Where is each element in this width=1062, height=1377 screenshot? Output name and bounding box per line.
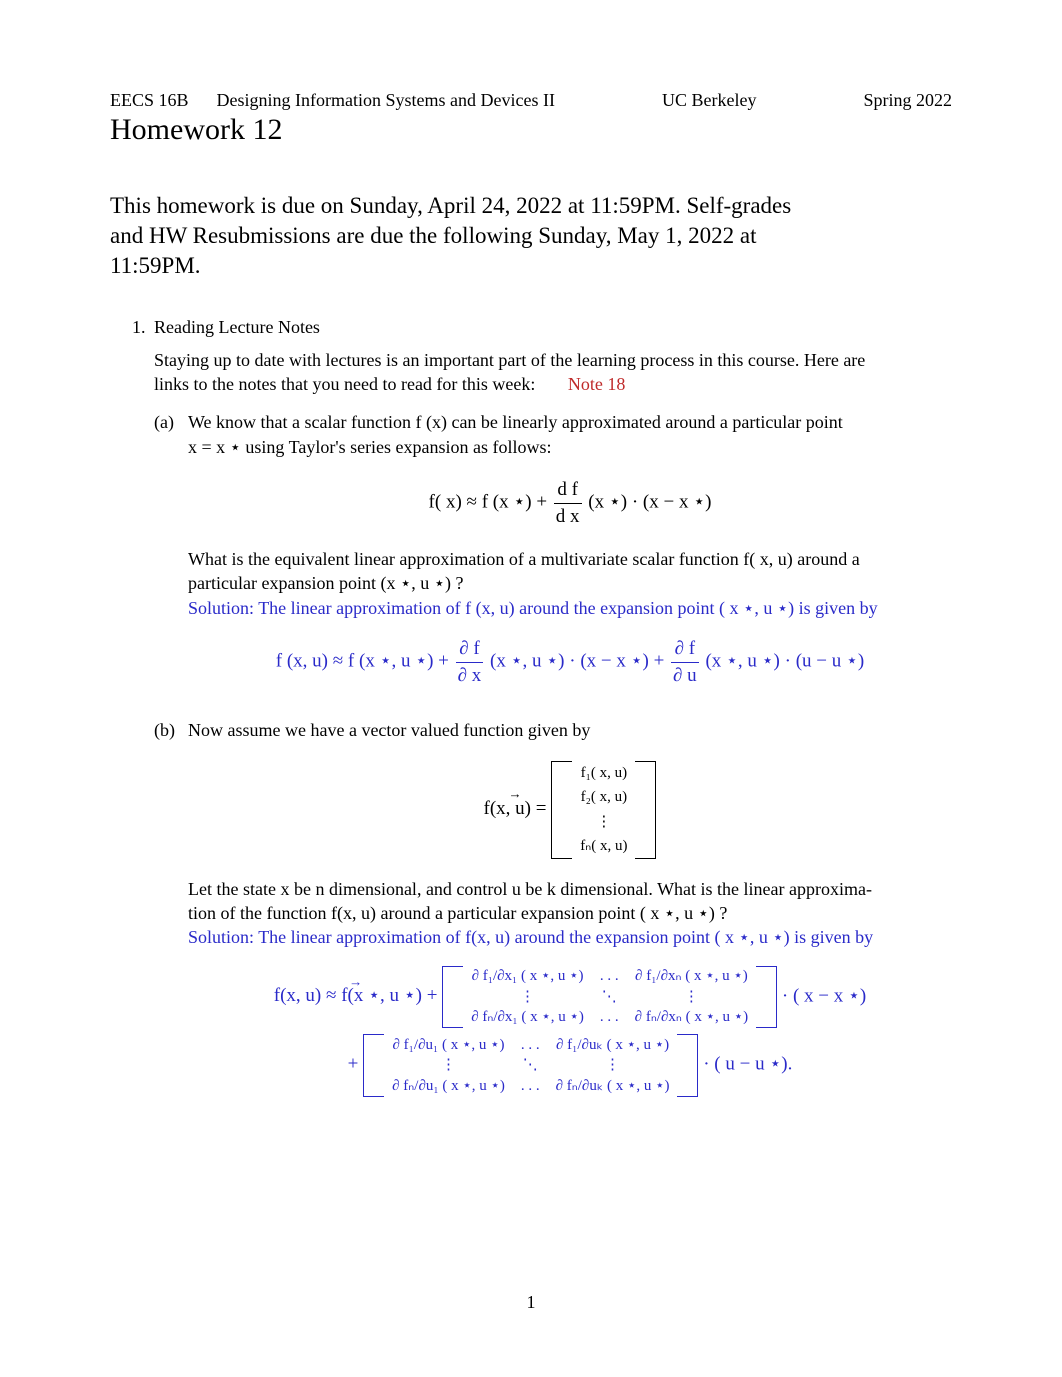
sol-eq-dx: ∂ f ∂ x	[456, 636, 484, 688]
jacx-mn: ⋮	[627, 987, 756, 1008]
sol-eq-du: ∂ f ∂ u	[671, 636, 699, 688]
sol-eq-head: f (x, u) ≈ f (x ⋆, u ⋆) +	[276, 651, 454, 672]
part-a-text1: We know that a scalar function f (x) can…	[188, 412, 843, 432]
sol-eq-mid1: (x ⋆, u ⋆) · (x − x ⋆) +	[490, 651, 669, 672]
jacu-md: ⋱	[513, 1055, 548, 1076]
term: Spring 2022	[863, 90, 952, 111]
part-a-text3: What is the equivalent linear approximat…	[188, 549, 860, 569]
note-link[interactable]: Note 18	[568, 374, 626, 394]
jacx-nd: . . .	[592, 1007, 627, 1028]
q1-intro-line2: links to the notes that you need to read…	[154, 374, 535, 394]
solb-plus: +	[348, 1054, 363, 1075]
solb-mid: · ( x − x ⋆)	[782, 985, 866, 1006]
eq1-den: d x	[554, 504, 582, 530]
eq1-frac: d f d x	[554, 477, 582, 529]
question-list: Reading Lecture Notes Staying up to date…	[110, 317, 952, 1097]
solb-lhs: f(x, u) ≈ f(x ⋆, u ⋆) +	[274, 986, 438, 1007]
jacx-md: ⋱	[592, 987, 627, 1008]
part-a-eq1: f( x) ≈ f (x ⋆) + d f d x (x ⋆) · (x − x…	[188, 477, 952, 529]
eq1-num: d f	[554, 477, 582, 504]
part-a-solution-eq: f (x, u) ≈ f (x ⋆, u ⋆) + ∂ f ∂ x (x ⋆, …	[188, 636, 952, 688]
q1-intro: Staying up to date with lectures is an i…	[154, 348, 952, 397]
page-header: EECS 16B Designing Information Systems a…	[110, 90, 952, 111]
sol-eq-dx-den: ∂ x	[456, 663, 484, 689]
jacu-n1: ∂ fₙ/∂u₁ ( x ⋆, u ⋆)	[384, 1076, 513, 1097]
sol-eq-du-num: ∂ f	[671, 636, 699, 663]
vec-row-3: ⋮	[572, 810, 635, 834]
sol-eq-du-den: ∂ u	[671, 663, 699, 689]
question-1: Reading Lecture Notes Staying up to date…	[150, 317, 952, 1097]
solb-tail: · ( u − u ⋆).	[703, 1054, 792, 1075]
part-b-text1: Now assume we have a vector valued funct…	[188, 720, 590, 740]
part-b-label: (b)	[154, 718, 175, 742]
homework-title: Homework 12	[110, 113, 952, 147]
subpart-list: (a) We know that a scalar function f (x)…	[154, 410, 952, 1096]
jacx-n1: ∂ fₙ/∂x₁ ( x ⋆, u ⋆)	[463, 1007, 592, 1028]
jacobian-x: ∂ f₁/∂x₁ ( x ⋆, u ⋆) . . . ∂ f₁/∂xₙ ( x …	[442, 966, 777, 1029]
jacu-nn: ∂ fₙ/∂uₖ ( x ⋆, u ⋆)	[548, 1076, 678, 1097]
header-left: EECS 16B Designing Information Systems a…	[110, 90, 555, 111]
vec-row-2: f₂( x, u)	[572, 785, 635, 809]
jacx-1n: ∂ f₁/∂xₙ ( x ⋆, u ⋆)	[627, 966, 756, 987]
part-a-text2: x = x ⋆ using Taylor's series expansion …	[188, 437, 552, 457]
jacobian-u: ∂ f₁/∂u₁ ( x ⋆, u ⋆) . . . ∂ f₁/∂uₖ ( x …	[363, 1034, 698, 1097]
course-title: Designing Information Systems and Device…	[217, 90, 555, 111]
due-block: This homework is due on Sunday, April 24…	[110, 191, 952, 281]
jacu-11: ∂ f₁/∂u₁ ( x ⋆, u ⋆)	[384, 1035, 513, 1056]
part-a-label: (a)	[154, 410, 174, 434]
page-number: 1	[0, 1292, 1062, 1313]
jacx-11: ∂ f₁/∂x₁ ( x ⋆, u ⋆)	[463, 966, 592, 987]
university: UC Berkeley	[662, 90, 756, 111]
part-b-text2b: tion of the function f(x, u) around a pa…	[188, 903, 727, 923]
part-b-text2a: Let the state x be n dimensional, and co…	[188, 879, 872, 899]
eq1-tail: (x ⋆) · (x − x ⋆)	[588, 491, 711, 512]
vec-row-1: f₁( x, u)	[572, 761, 635, 785]
jacx-1d: . . .	[592, 966, 627, 987]
part-a-text4: particular expansion point (x ⋆, u ⋆) ?	[188, 573, 463, 593]
part-a-solution-lead: Solution: The linear approximation of f …	[188, 598, 878, 618]
sol-eq-dx-num: ∂ f	[456, 636, 484, 663]
vec-f: f(x, u) =	[484, 796, 547, 822]
jacu-nd: . . .	[513, 1076, 548, 1097]
due-line-2: and HW Resubmissions are due the followi…	[110, 221, 952, 251]
course-code: EECS 16B	[110, 90, 189, 111]
part-b-solution-lead: Solution: The linear approximation of f(…	[188, 927, 873, 947]
jacu-1d: . . .	[513, 1035, 548, 1056]
due-line-3: 11:59PM.	[110, 251, 952, 281]
q1-intro-line1: Staying up to date with lectures is an i…	[154, 350, 865, 370]
sol-eq-tail: (x ⋆, u ⋆) · (u − u ⋆)	[705, 651, 864, 672]
jacu-mn: ⋮	[548, 1055, 678, 1076]
part-b-solution-eq: f(x, u) ≈ f(x ⋆, u ⋆) + ∂ f₁/∂x₁ ( x ⋆, …	[188, 966, 952, 1097]
part-a: (a) We know that a scalar function f (x)…	[154, 410, 952, 688]
jacu-1n: ∂ f₁/∂uₖ ( x ⋆, u ⋆)	[548, 1035, 678, 1056]
jacx-m1: ⋮	[463, 987, 592, 1008]
q1-title: Reading Lecture Notes	[154, 317, 952, 338]
page: EECS 16B Designing Information Systems a…	[0, 0, 1062, 1377]
part-b: (b) Now assume we have a vector valued f…	[154, 718, 952, 1096]
vector-bracket: f₁( x, u) f₂( x, u) ⋮ fₙ( x, u)	[551, 761, 656, 859]
jacx-nn: ∂ fₙ/∂xₙ ( x ⋆, u ⋆)	[627, 1007, 756, 1028]
part-b-vector-eq: f(x, u) = f₁( x, u) f₂( x, u) ⋮ fₙ( x, u…	[188, 761, 952, 859]
eq1-head: f( x) ≈ f (x ⋆) +	[429, 491, 552, 512]
jacu-m1: ⋮	[384, 1055, 513, 1076]
due-line-1: This homework is due on Sunday, April 24…	[110, 191, 952, 221]
vec-row-4: fₙ( x, u)	[572, 834, 635, 858]
